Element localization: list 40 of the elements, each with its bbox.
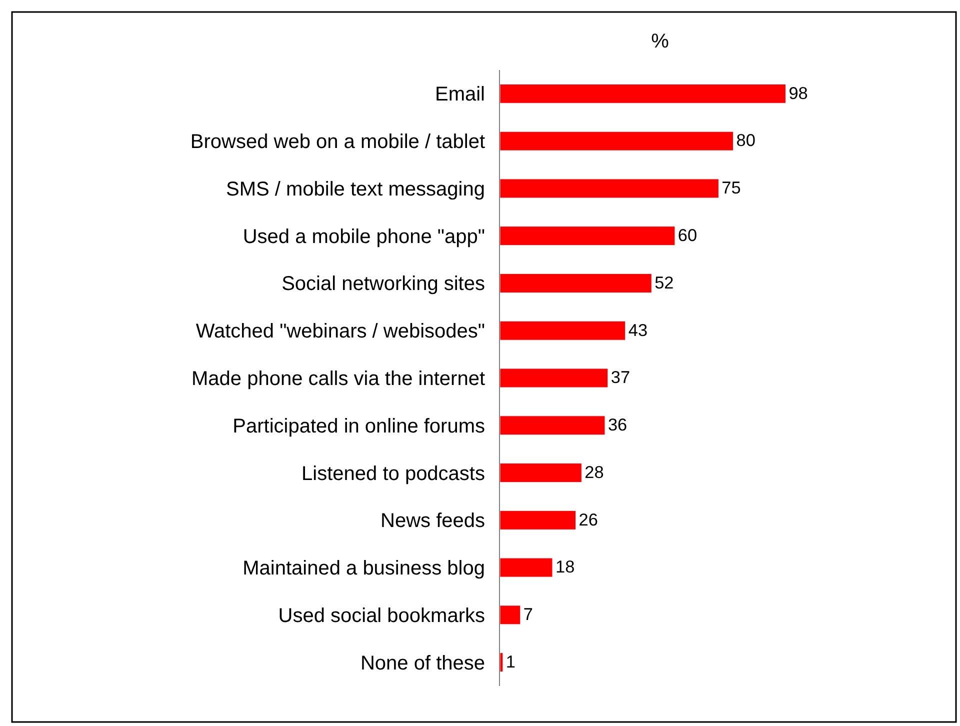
data-label: 18 bbox=[555, 556, 575, 577]
bar bbox=[500, 605, 521, 625]
data-label: 7 bbox=[523, 604, 533, 624]
bar bbox=[500, 368, 608, 388]
data-label: 28 bbox=[584, 462, 604, 482]
bar bbox=[500, 84, 786, 104]
bar bbox=[500, 131, 734, 151]
y-tick-label: Used social bookmarks bbox=[278, 604, 485, 627]
data-label: 1 bbox=[506, 651, 516, 672]
bar bbox=[500, 320, 626, 340]
bar bbox=[500, 510, 576, 530]
data-label: 26 bbox=[578, 509, 598, 530]
y-tick-label: None of these bbox=[360, 652, 485, 674]
data-label: 80 bbox=[736, 130, 756, 150]
y-tick-label: Social networking sites bbox=[282, 273, 485, 296]
bar bbox=[500, 178, 719, 198]
data-label: 37 bbox=[610, 367, 630, 388]
bar bbox=[500, 274, 652, 293]
data-label: 36 bbox=[608, 414, 628, 435]
y-tick-label: Made phone calls via the internet bbox=[191, 368, 486, 390]
y-tick-label: Maintained a business blog bbox=[242, 558, 485, 580]
data-label: 60 bbox=[678, 225, 698, 246]
bar bbox=[500, 652, 504, 672]
data-label: 75 bbox=[722, 178, 741, 198]
y-tick-label: Email bbox=[434, 84, 485, 106]
y-tick-label: Used a mobile phone "app" bbox=[242, 226, 485, 248]
bar bbox=[500, 416, 606, 436]
data-label: 98 bbox=[788, 82, 808, 103]
bar bbox=[500, 463, 582, 482]
y-tick-label: Listened to podcasts bbox=[302, 462, 485, 485]
y-tick-label: Watched "webinars / webisodes" bbox=[196, 320, 485, 343]
y-tick-label: Browsed web on a mobile / tablet bbox=[190, 131, 486, 154]
bar bbox=[500, 558, 553, 578]
y-tick-label: Participated in online forums bbox=[232, 415, 485, 438]
data-label: 43 bbox=[628, 320, 648, 340]
y-tick-label: SMS / mobile text messaging bbox=[226, 178, 485, 200]
y-tick-label: News feeds bbox=[380, 510, 485, 532]
data-label: 52 bbox=[654, 272, 674, 292]
bar bbox=[500, 226, 676, 246]
x-axis-title: % bbox=[651, 30, 670, 52]
